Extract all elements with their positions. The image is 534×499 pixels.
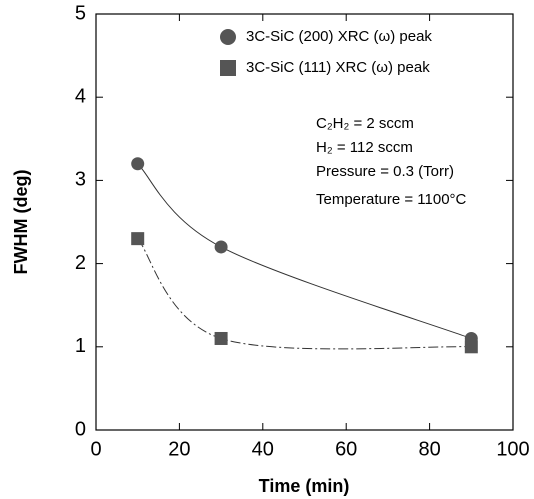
x-tick-label: 80 (418, 438, 440, 460)
y-tick-label: 5 (75, 2, 86, 24)
x-tick-label: 60 (335, 438, 357, 460)
point (131, 157, 145, 171)
x-tick-label: 100 (496, 438, 529, 460)
y-tick-label: 4 (75, 85, 86, 107)
trend-line (137, 163, 472, 339)
legend-marker (220, 29, 236, 45)
y-axis-label: FWHM (deg) (11, 170, 31, 275)
annotation: Pressure = 0.3 (Torr) (316, 163, 454, 180)
point (464, 340, 478, 354)
y-tick-label: 2 (75, 252, 86, 274)
point (214, 331, 228, 345)
annotation: C₂H₂ = 2 sccm (316, 115, 414, 132)
legend-label: 3C-SiC (111) XRC (ω) peak (246, 59, 430, 76)
legend-marker (220, 60, 236, 76)
y-tick-label: 3 (75, 169, 86, 191)
legend-label: 3C-SiC (200) XRC (ω) peak (246, 28, 432, 45)
x-tick-label: 20 (168, 438, 190, 460)
annotation: H₂ = 112 sccm (316, 139, 413, 156)
plot-frame (95, 13, 514, 431)
x-tick-label: 0 (90, 438, 101, 460)
y-tick-label: 0 (75, 418, 86, 440)
point (214, 240, 228, 254)
annotation: Temperature = 1100°C (316, 191, 467, 208)
trend-line (137, 238, 472, 350)
x-tick-label: 40 (252, 438, 274, 460)
point (131, 232, 145, 246)
x-axis-label: Time (min) (259, 476, 350, 496)
y-tick-label: 1 (75, 335, 86, 357)
